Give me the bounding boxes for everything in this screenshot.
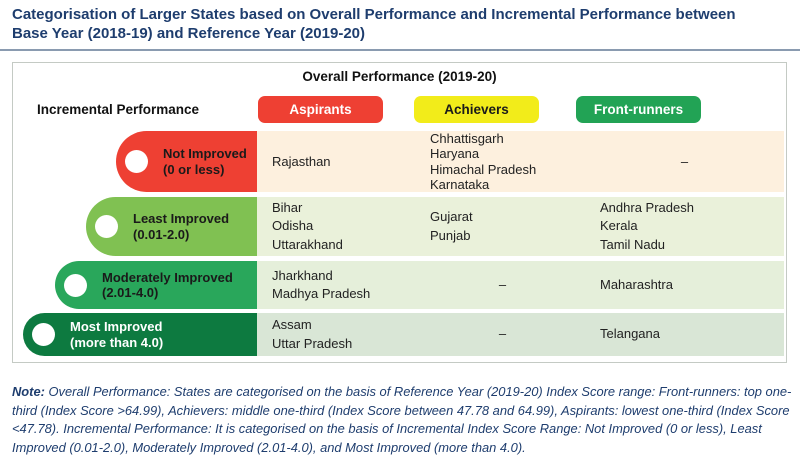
- cell-not-improved-front-runners: –: [585, 131, 784, 192]
- row-label-capsule: Not Improved (0 or less): [116, 131, 257, 192]
- circle-icon: [95, 215, 118, 238]
- cell-most-improved-front-runners: Telangana: [585, 313, 784, 356]
- circle-icon: [32, 323, 55, 346]
- row-label-text: Most Improved (more than 4.0): [70, 319, 164, 350]
- column-header-achievers: Achievers: [414, 96, 539, 123]
- row-label-text: Moderately Improved (2.01-4.0): [102, 269, 233, 301]
- page-title-line2: Base Year (2018-19) and Reference Year (…: [12, 25, 366, 42]
- page-title: Categorisation of Larger States based on…: [12, 5, 792, 43]
- cell-most-improved-aspirants: Assam Uttar Pradesh: [256, 313, 420, 356]
- circle-icon: [125, 150, 148, 173]
- cell-most-improved-achievers: –: [420, 313, 585, 356]
- page-title-line1: Categorisation of Larger States based on…: [12, 6, 736, 23]
- title-divider: [0, 49, 800, 51]
- footnote-label: Note:: [12, 384, 45, 399]
- categorisation-matrix: Overall Performance (2019-20) Incrementa…: [12, 62, 787, 363]
- footnote: Note: Overall Performance: States are ca…: [12, 383, 792, 457]
- cell-not-improved-achievers: Chhattisgarh Haryana Himachal Pradesh Karna…: [420, 131, 585, 192]
- cell-moderately-improved-aspirants: Jharkhand Madhya Pradesh: [256, 261, 420, 309]
- table-row-moderately-improved: Jharkhand Madhya Pradesh – Maharashtra Mo…: [13, 261, 786, 309]
- row-label-capsule: Most Improved (more than 4.0): [23, 313, 257, 356]
- row-cells: Bihar Odisha Uttarakhand Gujarat Punjab And…: [256, 197, 784, 256]
- row-label-text: Not Improved (0 or less): [163, 146, 247, 177]
- column-header-aspirants: Aspirants: [258, 96, 383, 123]
- cell-least-improved-front-runners: Andhra Pradesh Kerala Tamil Nadu: [585, 197, 784, 256]
- cell-least-improved-achievers: Gujarat Punjab: [420, 197, 585, 256]
- table-row-most-improved: Assam Uttar Pradesh – Telangana Most Impr…: [13, 313, 786, 356]
- cell-moderately-improved-front-runners: Maharashtra: [585, 261, 784, 309]
- cell-least-improved-aspirants: Bihar Odisha Uttarakhand: [256, 197, 420, 256]
- row-label-capsule: Moderately Improved (2.01-4.0): [55, 261, 257, 309]
- row-label-text: Least Improved (0.01-2.0): [133, 211, 230, 242]
- cell-moderately-improved-achievers: –: [420, 261, 585, 309]
- row-cells: Assam Uttar Pradesh – Telangana: [256, 313, 784, 356]
- row-cells: Jharkhand Madhya Pradesh – Maharashtra: [256, 261, 784, 309]
- row-axis-label: Incremental Performance: [37, 102, 200, 117]
- row-cells: Rajasthan Chhattisgarh Haryana Himachal Pr…: [256, 131, 784, 192]
- table-row-not-improved: Rajasthan Chhattisgarh Haryana Himachal Pr…: [13, 131, 786, 192]
- row-label-capsule: Least Improved (0.01-2.0): [86, 197, 257, 256]
- column-header-front-runners: Front-runners: [576, 96, 701, 123]
- footnote-text: Overall Performance: States are categori…: [12, 384, 792, 455]
- table-row-least-improved: Bihar Odisha Uttarakhand Gujarat Punjab And…: [13, 197, 786, 256]
- column-axis-label: Overall Performance (2019-20): [302, 69, 497, 84]
- circle-icon: [64, 273, 87, 297]
- cell-not-improved-aspirants: Rajasthan: [256, 131, 420, 192]
